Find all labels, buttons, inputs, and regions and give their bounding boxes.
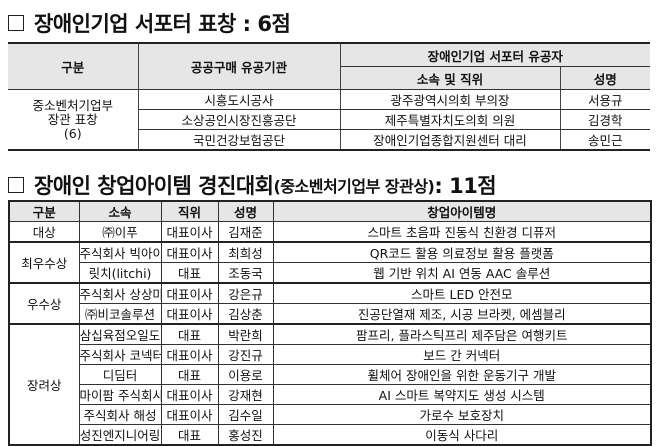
name-cell: 박란희 bbox=[217, 323, 274, 345]
position-cell: 대표이사 bbox=[160, 221, 219, 243]
startup-contest-table: 구분 소속 직위 성명 창업아이템명 대상 ㈜이푸 대표이사 김재준 스마트 초음파 진동식 친… bbox=[8, 200, 652, 446]
table-row: 릿치(litchi) 대표 조동국 웹 기반 위치 AI 연동 AAC 솔루션 bbox=[9, 262, 652, 284]
header-supporter: 장애인기업 서포터 유공자 bbox=[339, 42, 650, 67]
table-row: 성진엔지니어링 대표 홍성진 이동식 사다리 bbox=[9, 424, 652, 446]
item-cell: 웹 기반 위치 AI 연동 AAC 솔루션 bbox=[272, 262, 652, 284]
position-cell: 대표 bbox=[160, 323, 219, 345]
table-row: 주식회사 코넥터 대표이사 강진규 보드 간 커넥터 bbox=[9, 344, 652, 365]
name-cell: 이용로 bbox=[217, 364, 274, 385]
name-cell: 김경학 bbox=[559, 109, 650, 130]
position-cell: 대표이사 bbox=[160, 303, 219, 325]
affiliation-cell: 삼십육점오일도 bbox=[78, 323, 162, 345]
table-row: 국민건강보험공단 장애인기업종합지원센터 대리 송민근 bbox=[8, 129, 650, 151]
award-category-cell: 우수상 bbox=[8, 282, 80, 325]
affiliation-cell: 주식회사 코넥터 bbox=[78, 344, 162, 365]
header-affiliation: 소속 및 직위 bbox=[340, 66, 561, 90]
item-cell: 스마트 초음파 진동식 친환경 디퓨저 bbox=[272, 221, 652, 243]
name-cell: 강재현 bbox=[217, 384, 274, 405]
name-cell: 김재준 bbox=[217, 221, 274, 243]
category-line: 장관 표창 bbox=[47, 111, 98, 127]
position-cell: 대표이사 bbox=[160, 282, 219, 304]
table-row: 대상 ㈜이푸 대표이사 김재준 스마트 초음파 진동식 친환경 디퓨저 bbox=[8, 221, 652, 243]
affiliation-cell: 주식회사 빅아이디어 bbox=[78, 241, 162, 263]
item-cell: 휠체어 장애인을 위한 운동기구 개발 bbox=[272, 364, 652, 385]
name-cell: 서용규 bbox=[559, 89, 650, 110]
checkbox-square-icon bbox=[8, 177, 24, 193]
header-agency: 공공구매 유공기관 bbox=[137, 42, 341, 90]
affiliation-cell: 광주광역시의회 부의장 bbox=[339, 89, 561, 110]
position-cell: 대표 bbox=[160, 424, 219, 446]
item-cell: QR코드 활용 의료정보 활용 플랫폼 bbox=[272, 241, 652, 263]
name-cell: 강은규 bbox=[217, 282, 274, 304]
affiliation-cell: 주식회사 해성 bbox=[78, 404, 162, 425]
agency-cell: 소상공인시장진흥공단 bbox=[138, 109, 341, 130]
position-cell: 대표이사 bbox=[160, 384, 219, 405]
name-cell: 김수일 bbox=[217, 404, 274, 425]
item-cell: AI 스마트 복약지도 생성 시스템 bbox=[272, 384, 652, 405]
checkbox-square-icon bbox=[8, 15, 24, 31]
header-cell: 성명 bbox=[217, 200, 274, 222]
category-line: 중소벤처기업부 bbox=[32, 97, 113, 113]
affiliation-cell: 장애인기업종합지원센터 대리 bbox=[339, 129, 561, 151]
name-cell: 송민근 bbox=[559, 129, 650, 151]
table-row: 중소벤처기업부 장관 표창 (6) 시흥도시공사 광주광역시의회 부의장 서용규 bbox=[8, 89, 650, 151]
agency-cell: 시흥도시공사 bbox=[137, 89, 341, 110]
award-category-cell: 장려상 bbox=[8, 323, 80, 446]
position-cell: 대표이사 bbox=[160, 241, 219, 263]
position-cell: 대표 bbox=[160, 364, 219, 385]
position-cell: 대표 bbox=[160, 262, 219, 284]
affiliation-cell: ㈜비코솔루션 bbox=[78, 303, 162, 325]
affiliation-cell: ㈜이푸 bbox=[78, 221, 162, 243]
item-cell: 가로수 보호장치 bbox=[272, 404, 652, 425]
affiliation-cell: 디딤터 bbox=[78, 364, 162, 385]
table-row: ㈜비코솔루션 대표이사 김상춘 진공단열재 제조, 시공 브라켓, 에셈블리 bbox=[9, 303, 652, 325]
header-category: 구분 bbox=[8, 42, 139, 90]
item-cell: 팜프리, 플라스틱프리 제주담은 여행키트 bbox=[272, 323, 652, 345]
section1-title: 장애인기업 서포터 표창 : 6점 bbox=[8, 8, 291, 38]
table-row: 주식회사 해성 대표이사 김수일 가로수 보호장치 bbox=[9, 404, 652, 425]
supporter-award-table: 구분 공공구매 유공기관 장애인기업 서포터 유공자 소속 및 직위 성명 중소… bbox=[8, 42, 650, 151]
affiliation-cell: 릿치(litchi) bbox=[78, 262, 162, 284]
name-cell: 김상춘 bbox=[217, 303, 274, 325]
position-cell: 대표이사 bbox=[160, 404, 219, 425]
header-cell: 직위 bbox=[160, 200, 219, 222]
table-row: 마이팜 주식회사 대표이사 강재현 AI 스마트 복약지도 생성 시스템 bbox=[9, 384, 652, 405]
position-cell: 대표이사 bbox=[160, 344, 219, 365]
award-category-cell: 최우수상 bbox=[8, 241, 80, 284]
item-cell: 이동식 사다리 bbox=[272, 424, 652, 446]
agency-cell: 국민건강보험공단 bbox=[138, 129, 341, 151]
item-cell: 스마트 LED 안전모 bbox=[272, 282, 652, 304]
table-row: 소상공인시장진흥공단 제주특별자치도의회 의원 김경학 bbox=[8, 109, 650, 130]
item-cell: 보드 간 커넥터 bbox=[272, 344, 652, 365]
header-cell: 창업아이템명 bbox=[272, 200, 652, 222]
affiliation-cell: 성진엔지니어링 bbox=[78, 424, 162, 446]
affiliation-cell: 제주특별자치도의회 의원 bbox=[339, 109, 561, 130]
header-name: 성명 bbox=[559, 66, 650, 90]
name-cell: 홍성진 bbox=[217, 424, 274, 446]
name-cell: 최희성 bbox=[217, 241, 274, 263]
table-row: 디딤터 대표 이용로 휠체어 장애인을 위한 운동기구 개발 bbox=[9, 364, 652, 385]
category-cell: 중소벤처기업부 장관 표창 (6) bbox=[8, 89, 139, 151]
header-cell: 구분 bbox=[8, 200, 80, 222]
name-cell: 조동국 bbox=[217, 262, 274, 284]
item-cell: 진공단열재 제조, 시공 브라켓, 에셈블리 bbox=[272, 303, 652, 325]
table-row: 장려상 삼십육점오일도 대표 박란희 팜프리, 플라스틱프리 제주담은 여행키트 bbox=[8, 323, 652, 446]
award-category-cell: 대상 bbox=[8, 221, 80, 243]
affiliation-cell: 마이팜 주식회사 bbox=[78, 384, 162, 405]
category-line: (6) bbox=[63, 125, 82, 141]
name-cell: 강진규 bbox=[217, 344, 274, 365]
section2-title: 장애인 창업아이템 경진대회 (중소벤처기업부 장관상) : 11점 bbox=[8, 170, 497, 200]
affiliation-cell: 주식회사 상상마루 bbox=[78, 282, 162, 304]
header-cell: 소속 bbox=[78, 200, 162, 222]
